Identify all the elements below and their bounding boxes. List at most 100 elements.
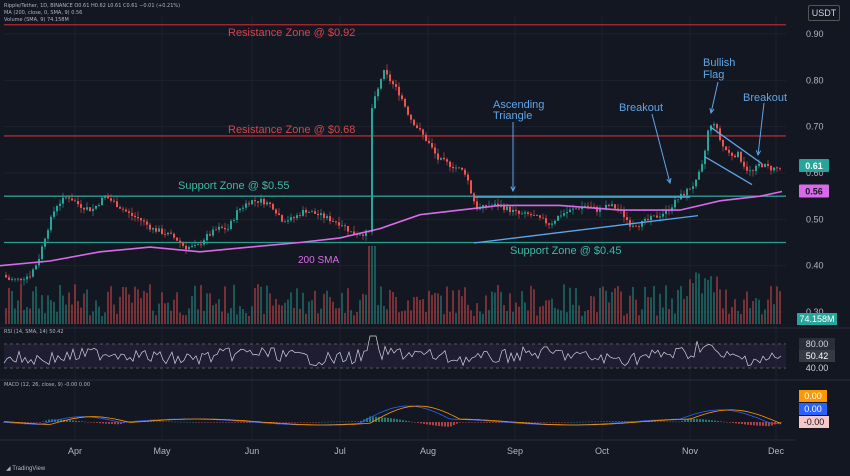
candle-body [107,195,109,199]
candle-body [200,244,202,246]
candle-body [587,205,589,207]
volume-bar [89,315,91,324]
volume-bar [767,299,769,324]
volume-bar [443,314,445,324]
macd-hist-bar [105,422,107,424]
candle-body [266,202,268,205]
macd-hist-bar [300,422,302,423]
candle-body [116,201,118,208]
macd-hist-bar [60,419,62,422]
volume-bar [653,286,655,324]
candle-body [716,124,718,129]
macd-hist-bar [453,422,455,426]
candle-body [251,200,253,205]
macd-tag-bg [799,403,827,415]
candle-body [527,212,529,215]
macd-hist-bar [681,421,683,422]
volume-bar [455,312,457,324]
candle-body [110,198,112,201]
volume-bar [161,292,163,324]
macd-hist-bar [396,419,398,422]
volume-bar [365,294,367,324]
candle-body [560,215,562,217]
macd-hist-bar [660,421,662,422]
candle-body [461,167,463,170]
volume-bar [62,295,64,324]
macd-hist-bar [426,422,428,425]
candle-body [731,152,733,156]
volume-value-tag: 74.158M [799,314,834,324]
macd-hist-bar [294,422,296,423]
volume-bar [230,308,232,324]
volume-bar [776,286,778,324]
macd-hist-bar [432,422,434,426]
volume-bar [407,300,409,324]
volume-legend: Volume (SMA, 9) 74.158M [4,17,69,23]
candle-body [722,139,724,147]
volume-bar [749,308,751,324]
macd-hist-bar [318,422,320,423]
candle-body [689,188,691,190]
candle-body [47,230,49,239]
candle-body [632,225,634,227]
macd-hist-bar [669,421,671,423]
candle-body [281,215,283,222]
candle-body [758,163,760,166]
macd-hist-bar [726,422,728,423]
volume-bar [428,290,430,324]
candle-body [59,203,61,206]
volume-bar [281,305,283,324]
macd-hist-bar [66,419,68,422]
volume-bar [149,284,151,324]
volume-bar [725,289,727,324]
macd-hist-bar [591,421,593,423]
volume-bar [593,296,595,324]
candle-body [134,215,136,218]
candle-body [608,204,610,207]
volume-bar [26,307,28,324]
volume-bar [686,296,688,324]
volume-bar [29,308,31,324]
y-tick-label: 0.60 [806,168,824,178]
macd-hist-bar [201,422,203,423]
macd-hist-bar [243,422,245,423]
volume-bar [131,302,133,324]
candle-body [137,217,139,219]
volume-bar [740,314,742,324]
candle-body [593,206,595,208]
macd-hist-bar [531,422,533,423]
macd-hist-bar [381,417,383,422]
x-tick-label: May [153,446,171,456]
candle-body [410,114,412,120]
macd-hist-bar [567,422,569,423]
candle-body [11,279,13,280]
macd-hist-bar [672,421,674,423]
volume-bar [77,300,79,324]
candle-body [89,207,91,212]
sma-label: 200 SMA [298,255,339,266]
volume-bar [80,307,82,324]
currency-button[interactable]: USDT [808,5,840,21]
candle-body [383,69,385,80]
candle-body [374,96,376,109]
candle-body [92,208,94,212]
volume-bar [617,286,619,324]
volume-bar [143,290,145,324]
volume-bar [191,295,193,324]
candle-body [26,276,28,280]
volume-bar [8,287,10,324]
candle-body [377,88,379,97]
y-tick-label: 0.30 [806,307,824,317]
macd-hist-bar [564,422,566,423]
y-tick-label: 0.40 [806,261,824,271]
volume-bar [86,289,88,324]
volume-bar [398,312,400,324]
macd-hist-bar [36,422,38,423]
volume-bar [389,289,391,324]
volume-bar [14,308,16,324]
macd-hist-bar [417,422,419,423]
volume-bar [527,310,529,324]
candle-body [212,229,214,236]
macd-hist-bar [423,422,425,424]
